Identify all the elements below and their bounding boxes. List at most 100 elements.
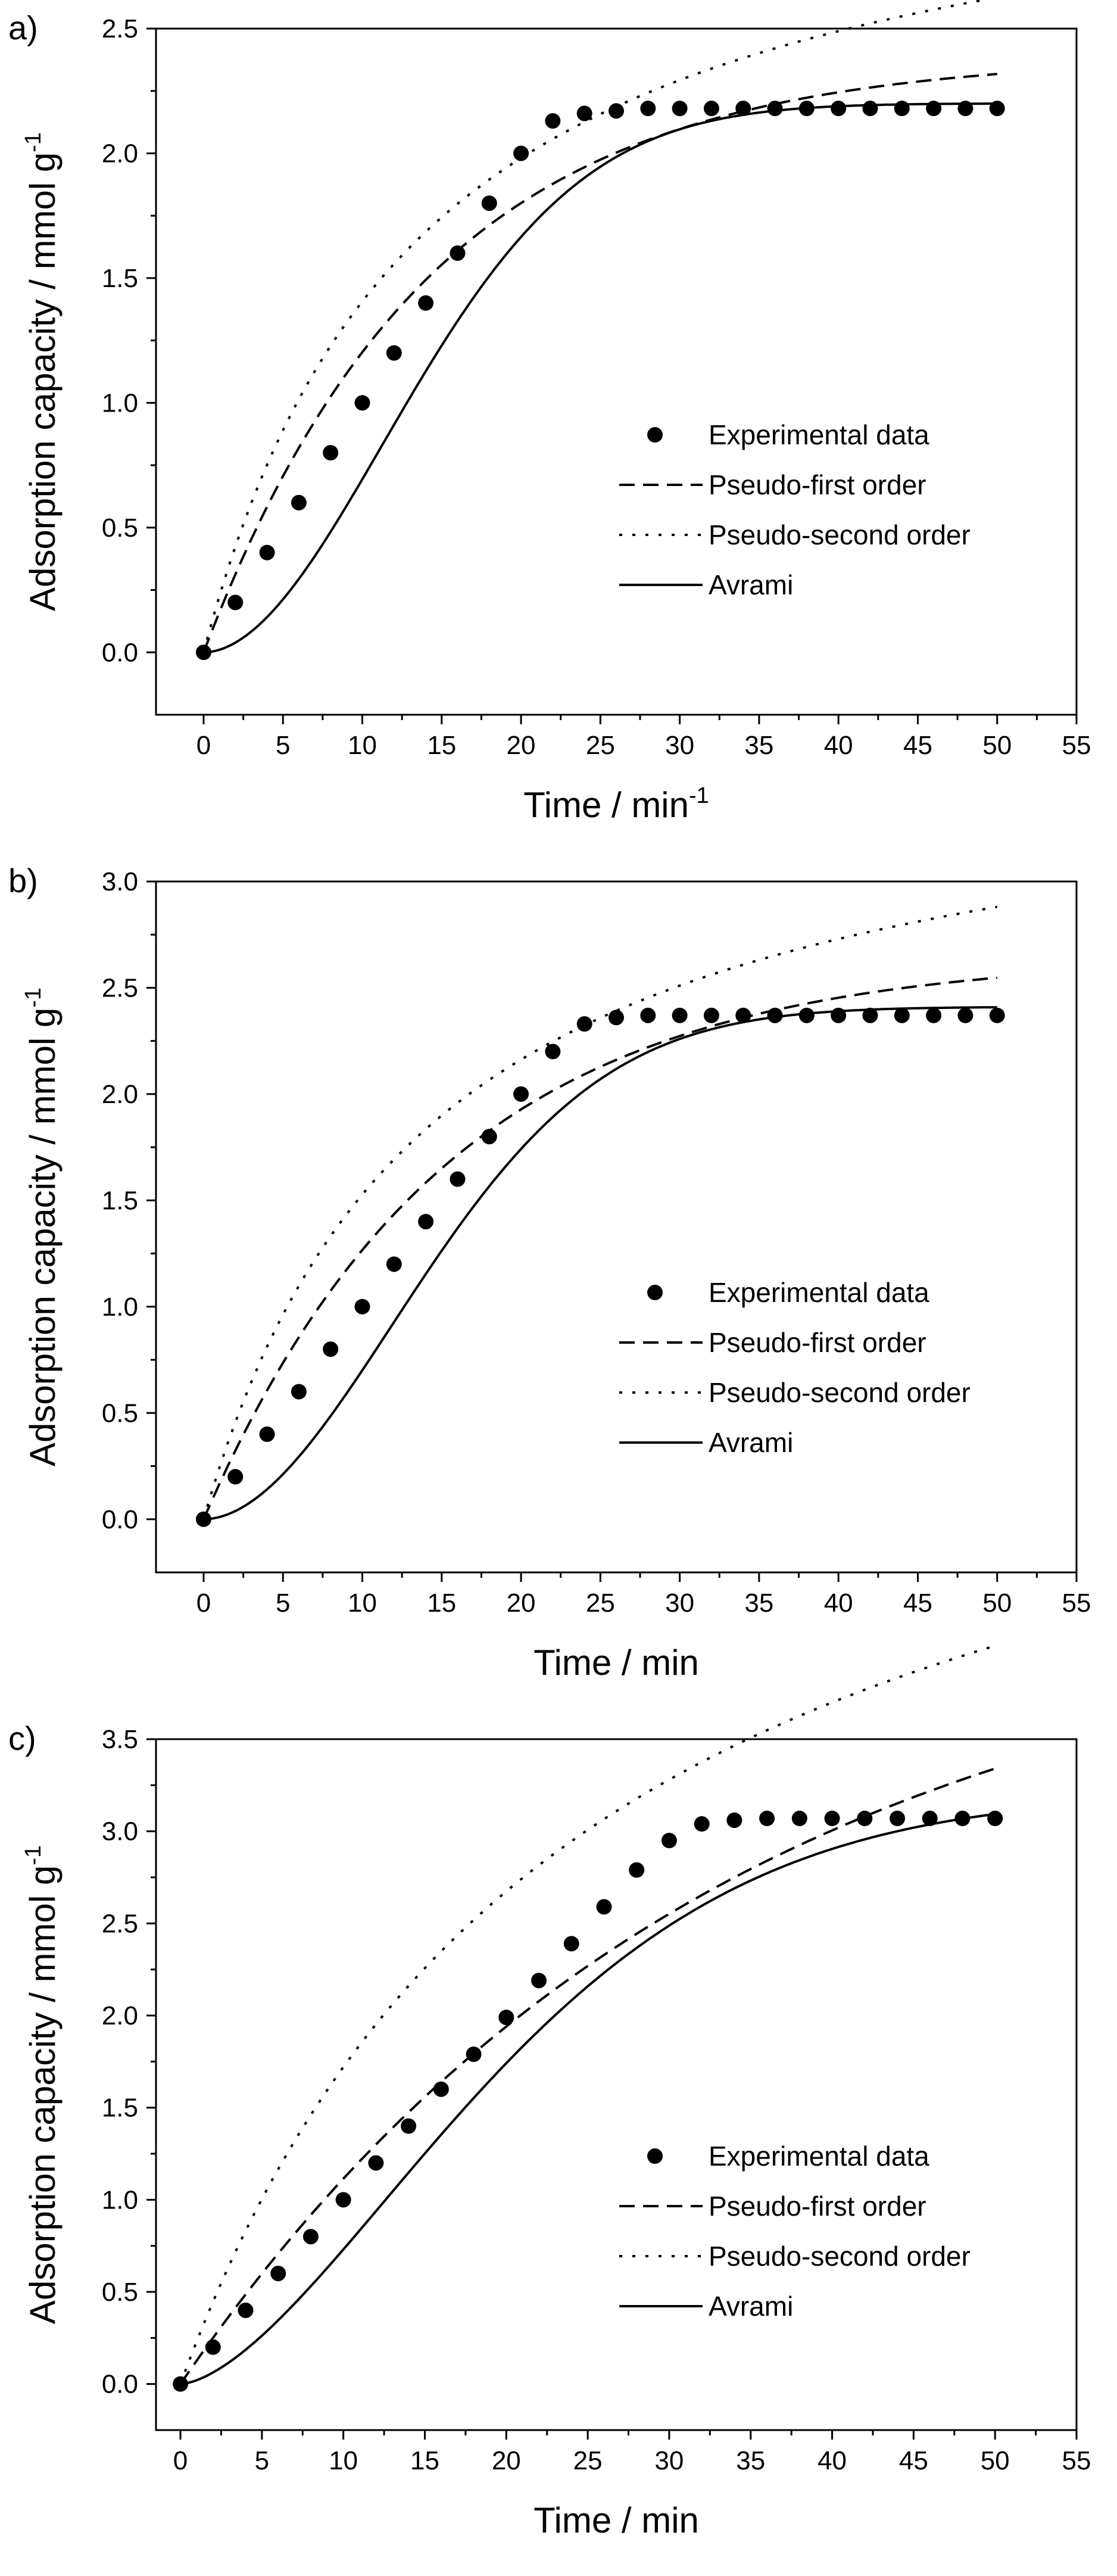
- y-tick-label-c: 0.0: [102, 2370, 138, 2399]
- y-axis-title-a: Adsorption capacity / mmol g-1: [21, 132, 63, 611]
- experimental-point-c: [726, 1812, 742, 1829]
- experimental-point-c: [661, 1833, 677, 1849]
- y-tick-label-a: 1.0: [102, 388, 138, 418]
- x-tick-label-a: 35: [744, 731, 773, 760]
- experimental-point-c: [791, 1811, 807, 1827]
- experimental-point-a: [672, 101, 688, 117]
- plot-frame-a: [155, 27, 1078, 716]
- x-tick-label-c: 20: [492, 2446, 521, 2475]
- y-tick-label-c: 3.0: [102, 1817, 138, 1846]
- x-tick-label-b: 10: [348, 1588, 377, 1618]
- legend-marker-experimental-b: [647, 1285, 663, 1300]
- experimental-point-b: [545, 1044, 561, 1060]
- x-tick-label-a: 25: [586, 731, 615, 760]
- x-tick-label-a: 0: [196, 731, 211, 760]
- experimental-point-a: [386, 345, 402, 361]
- x-tick-label-c: 35: [736, 2446, 765, 2475]
- x-axis-title-a: Time / min-1: [523, 783, 709, 825]
- x-tick-label-b: 5: [276, 1588, 290, 1618]
- y-tick-label-b: 3.0: [102, 867, 138, 896]
- experimental-point-b: [609, 1010, 624, 1026]
- x-tick-label-a: 50: [982, 731, 1012, 760]
- experimental-point-a: [450, 245, 466, 261]
- experimental-point-b: [640, 1007, 656, 1023]
- experimental-point-c: [302, 2229, 319, 2245]
- x-tick-label-b: 55: [1062, 1588, 1091, 1618]
- x-tick-label-c: 45: [899, 2446, 928, 2475]
- experimental-point-b: [576, 1016, 592, 1032]
- x-tick-label-b: 20: [507, 1588, 536, 1618]
- x-tick-label-c: 55: [1062, 2446, 1091, 2475]
- experimental-point-a: [481, 195, 497, 211]
- y-axis-title-superscript-a: -1: [21, 132, 46, 152]
- experimental-point-c: [368, 2155, 384, 2171]
- experimental-point-a: [703, 101, 719, 117]
- experimental-point-b: [672, 1007, 688, 1023]
- legend-marker-experimental-c: [647, 2148, 663, 2164]
- experimental-point-b: [957, 1007, 974, 1023]
- experimental-point-b: [926, 1007, 942, 1023]
- experimental-point-b: [767, 1007, 783, 1023]
- x-tick-label-a: 30: [665, 731, 694, 760]
- x-tick-label-c: 5: [255, 2446, 269, 2475]
- y-axis-title-text-a: Adsorption capacity / mmol g: [23, 152, 63, 611]
- x-tick-label-b: 45: [903, 1588, 932, 1618]
- avrami-curve-c: [180, 1812, 996, 2385]
- experimental-point-a: [354, 395, 370, 411]
- experimental-point-a: [259, 544, 275, 560]
- legend-label-pfo-a: Pseudo-first order: [709, 469, 926, 500]
- experimental-point-b: [291, 1384, 307, 1400]
- experimental-point-c: [629, 1862, 645, 1878]
- experimental-point-a: [195, 644, 211, 661]
- legend-label-pfo-b: Pseudo-first order: [709, 1327, 926, 1358]
- y-tick-label-c: 2.0: [102, 2001, 138, 2030]
- legend-label-avrami-c: Avrami: [709, 2291, 793, 2322]
- pseudo-first-order-curve-b: [202, 976, 997, 1520]
- experimental-point-a: [767, 101, 783, 117]
- experimental-point-c: [694, 1816, 710, 1832]
- experimental-point-a: [894, 101, 910, 117]
- x-tick-label-c: 10: [329, 2446, 358, 2475]
- y-tick-label-c: 1.0: [102, 2185, 138, 2214]
- experimental-point-c: [857, 1811, 873, 1827]
- x-tick-label-a: 45: [903, 731, 932, 760]
- x-axis-title-text-c: Time / min: [533, 2500, 699, 2540]
- y-tick-label-b: 2.0: [102, 1080, 138, 1109]
- x-tick-label-b: 25: [586, 1588, 615, 1618]
- x-tick-label-b: 40: [824, 1588, 853, 1618]
- experimental-point-c: [563, 1936, 579, 1952]
- x-tick-label-c: 50: [981, 2446, 1010, 2475]
- experimental-point-c: [759, 1811, 775, 1827]
- y-tick-label-a: 0.0: [102, 638, 138, 667]
- experimental-point-b: [418, 1214, 434, 1230]
- y-tick-label-a: 2.5: [102, 14, 138, 43]
- experimental-point-c: [270, 2266, 286, 2282]
- y-axis-title-text-c: Adsorption capacity / mmol g: [23, 1865, 63, 2324]
- legend-label-pfo-c: Pseudo-first order: [709, 2191, 926, 2222]
- legend-marker-experimental-a: [647, 427, 663, 443]
- x-tick-label-a: 15: [427, 731, 456, 760]
- experimental-point-a: [926, 101, 942, 117]
- y-tick-label-c: 0.5: [102, 2278, 138, 2307]
- y-tick-label-a: 0.5: [102, 513, 138, 543]
- experimental-point-a: [323, 445, 339, 461]
- experimental-point-c: [596, 1899, 612, 1915]
- experimental-point-c: [824, 1811, 840, 1827]
- legend-label-pso-c: Pseudo-second order: [709, 2241, 971, 2272]
- experimental-point-c: [335, 2192, 351, 2208]
- x-axis-title-text-a: Time / min: [523, 785, 689, 825]
- x-tick-label-c: 15: [410, 2446, 439, 2475]
- experimental-point-a: [957, 101, 974, 117]
- experimental-point-b: [386, 1256, 402, 1272]
- x-tick-label-c: 25: [573, 2446, 603, 2475]
- experimental-point-a: [798, 101, 815, 117]
- experimental-point-c: [401, 2118, 417, 2134]
- experimental-point-a: [609, 103, 624, 119]
- y-axis-title-superscript-b: -1: [21, 988, 46, 1008]
- legend-label-pso-b: Pseudo-second order: [709, 1377, 971, 1408]
- experimental-point-c: [173, 2376, 189, 2392]
- avrami-curve-b: [203, 1006, 997, 1521]
- experimental-point-c: [531, 1973, 547, 1989]
- experimental-point-c: [498, 2010, 514, 2026]
- y-tick-label-b: 2.5: [102, 973, 138, 1002]
